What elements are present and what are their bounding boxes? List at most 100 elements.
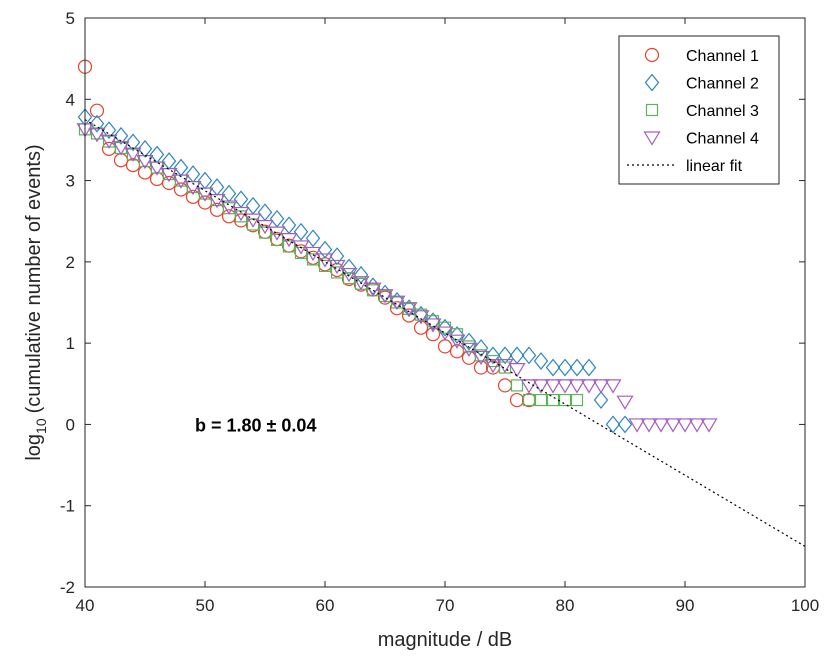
y-tick-label: 1	[66, 334, 75, 353]
data-point	[592, 379, 610, 394]
data-point	[485, 346, 501, 365]
data-point	[328, 259, 346, 275]
data-point	[628, 418, 646, 433]
data-point	[496, 358, 514, 374]
x-axis-ticks: 40 50 60 70 80 90 100	[76, 18, 819, 615]
x-tick-label: 50	[196, 596, 215, 615]
data-point	[330, 266, 344, 279]
legend-entry: Channel 1	[644, 47, 759, 65]
legend-label: linear fit	[686, 158, 743, 175]
data-point	[113, 126, 129, 145]
data-point	[664, 418, 682, 433]
legend-marker-swatch	[645, 103, 659, 117]
data-point	[569, 358, 585, 377]
legend-entry: Channel 4	[643, 131, 759, 148]
y-axis-label-rest: (cumulative number of events)	[23, 144, 45, 413]
x-tick-label: 70	[436, 596, 455, 615]
legend-entry: linear fit	[627, 158, 743, 175]
y-axis-label-subscript: 10	[33, 418, 49, 434]
data-point	[522, 393, 536, 407]
legend-label: Channel 4	[686, 131, 759, 148]
data-point	[137, 139, 153, 158]
x-tick-label: 60	[316, 596, 335, 615]
legend-entry: Channel 2	[644, 73, 759, 93]
data-point	[89, 114, 105, 133]
data-point	[616, 395, 634, 410]
data-point	[545, 358, 561, 377]
data-point	[424, 318, 442, 333]
y-tick-label: 0	[66, 415, 75, 434]
data-point	[557, 358, 573, 377]
data-point	[305, 229, 321, 248]
data-point	[438, 321, 452, 334]
legend-marker-swatch	[644, 73, 660, 92]
legend: Channel 1 Channel 2 Channel 3 Channel 4 line…	[618, 35, 780, 185]
legend-entry: Channel 3	[645, 103, 759, 120]
y-tick-label: 3	[66, 172, 75, 191]
data-point	[101, 121, 117, 140]
y-tick-label: 2	[66, 253, 75, 272]
b-value-annotation: b = 1.80 ± 0.04	[195, 415, 316, 435]
y-tick-label: -2	[60, 578, 75, 597]
data-point	[436, 326, 454, 341]
y-axis-label: log10 (cumulative number of events)	[23, 144, 49, 460]
data-point	[593, 391, 609, 409]
data-point	[617, 415, 633, 434]
legend-label: Channel 1	[686, 48, 759, 65]
data-point	[125, 133, 141, 152]
data-point	[437, 318, 453, 337]
data-point	[340, 267, 358, 283]
data-point	[556, 379, 574, 394]
data-point	[570, 393, 584, 407]
data-point	[510, 379, 524, 392]
legend-marker-swatch	[643, 131, 661, 146]
x-tick-label: 80	[556, 596, 575, 615]
data-point	[90, 127, 104, 140]
data-point	[448, 334, 466, 349]
data-point	[676, 418, 694, 433]
data-point	[450, 328, 464, 341]
data-point	[461, 332, 477, 351]
data-point	[521, 346, 537, 365]
data-marks	[76, 59, 718, 434]
legend-marker-swatch	[644, 47, 660, 63]
data-point	[605, 415, 621, 434]
data-point	[604, 379, 622, 394]
data-point	[534, 393, 548, 407]
data-point	[508, 363, 526, 378]
data-point	[293, 222, 309, 241]
y-axis-label-prefix: log	[23, 434, 45, 461]
data-point	[581, 358, 597, 377]
x-tick-label: 40	[76, 596, 95, 615]
data-point	[280, 232, 298, 248]
legend-label: Channel 3	[686, 103, 759, 120]
y-tick-label: 5	[66, 9, 75, 28]
data-point	[568, 379, 586, 394]
data-point	[473, 339, 489, 357]
legend-label: Channel 2	[686, 76, 759, 93]
x-axis-label: magnitude / dB	[378, 629, 513, 651]
data-point	[472, 350, 490, 366]
y-axis-ticks: -2 -1 0 1 2 3 4 5	[60, 9, 805, 597]
data-point	[258, 226, 272, 239]
data-point	[533, 352, 549, 370]
legend-box	[618, 35, 780, 185]
data-point	[497, 346, 513, 365]
data-point	[700, 418, 718, 433]
data-point	[484, 358, 502, 374]
y-tick-label: -1	[60, 497, 75, 516]
data-point	[425, 327, 441, 342]
data-point	[89, 103, 105, 118]
svg-text:log10(cumulative number of eve: log10 (cumulative number of events)	[23, 144, 49, 460]
data-point	[558, 393, 572, 407]
data-point	[544, 379, 562, 394]
data-point	[640, 418, 658, 433]
y-tick-label: 4	[66, 90, 75, 109]
data-point	[306, 253, 320, 266]
data-point	[282, 240, 296, 253]
x-tick-label: 100	[791, 596, 819, 615]
data-point	[318, 259, 332, 273]
data-point	[688, 418, 706, 433]
data-point	[413, 320, 429, 335]
